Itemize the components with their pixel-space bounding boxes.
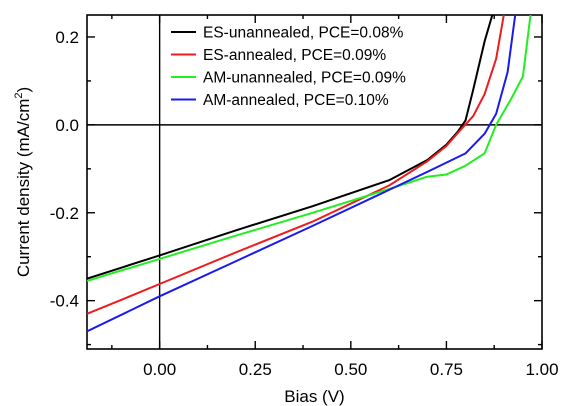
y-axis-title: Current density (mA/cm2) (13, 87, 33, 277)
y-tick-label: 0.0 (55, 116, 79, 135)
y-tick-label: -0.4 (50, 292, 79, 311)
y-tick-label: -0.2 (50, 204, 79, 223)
legend: ES-unannealed, PCE=0.08% ES-annealed, PCE… (171, 25, 406, 109)
x-tick-label: 1.00 (525, 360, 558, 379)
plot-frame (86, 14, 543, 350)
legend-label-2: ES-annealed, PCE=0.09% (203, 47, 386, 64)
series-line-2 (87, 15, 505, 315)
y-tick-label: 0.2 (55, 28, 79, 47)
x-axis-title: Bias (V) (284, 387, 344, 406)
y-axis-title-main: Current density (mA/cm (14, 99, 33, 278)
x-tick-label: 0.75 (430, 360, 463, 379)
x-tick-label: 0.00 (143, 360, 176, 379)
legend-label-4: AM-annealed, PCE=0.10% (203, 92, 389, 109)
x-tick-label: 0.25 (239, 360, 272, 379)
legend-label-1: ES-unannealed, PCE=0.08% (203, 25, 404, 42)
series-line-4 (87, 15, 517, 333)
axis-tick-labels: 0.00 0.25 0.50 0.75 1.00 -0.4 -0.2 0.0 0.2 (50, 28, 559, 379)
legend-label-3: AM-unannealed, PCE=0.09% (203, 70, 406, 87)
y-axis-title-end: ) (14, 87, 33, 93)
series-line-3 (87, 15, 532, 282)
y-axis-title-superscript: 2 (13, 93, 25, 99)
data-series (87, 15, 532, 333)
x-tick-label: 0.50 (334, 360, 367, 379)
series-line-1 (87, 15, 494, 280)
axis-ticks (87, 15, 543, 349)
